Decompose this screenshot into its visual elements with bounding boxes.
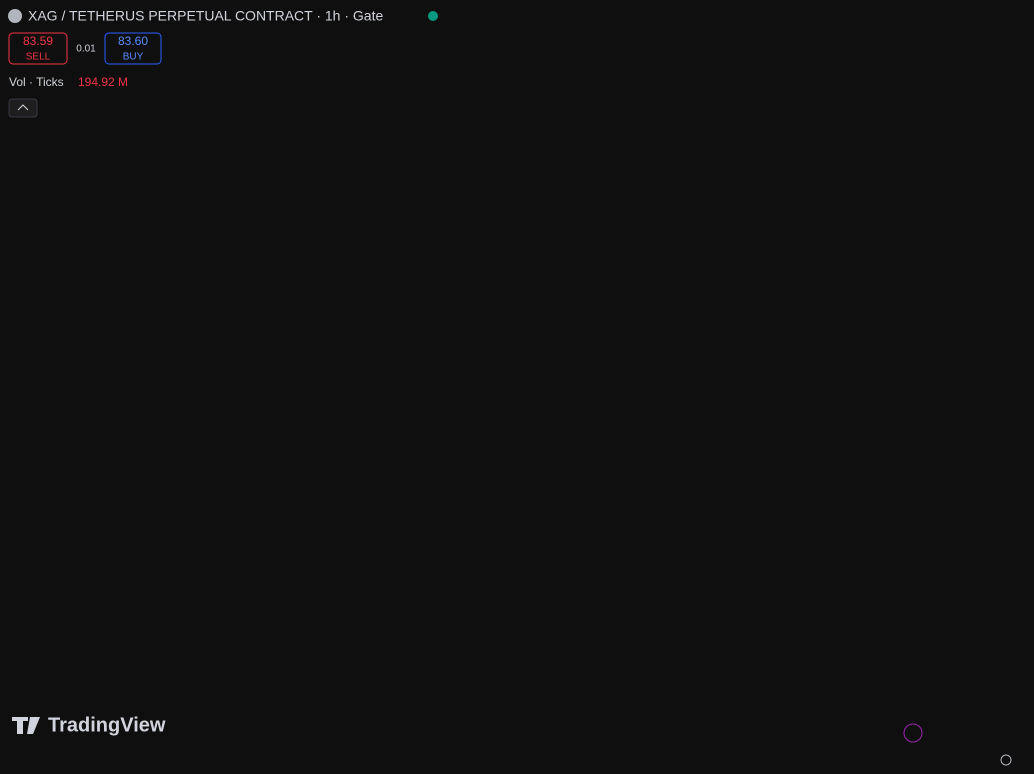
buy-label[interactable]: BUY: [123, 52, 144, 63]
time-axis: [0, 748, 1034, 774]
brand-logo: [12, 717, 40, 734]
sell-label[interactable]: SELL: [26, 52, 51, 63]
lightning-button[interactable]: [903, 723, 923, 743]
volume-total: 194.92 M: [78, 75, 128, 89]
sell-button[interactable]: [8, 32, 68, 65]
buy-button[interactable]: [104, 32, 162, 65]
symbol-title[interactable]: XAG / TETHERUS PERPETUAL CONTRACT · 1h ·…: [28, 8, 383, 24]
sell-price[interactable]: 83.59: [23, 34, 53, 48]
collapse-button[interactable]: [8, 98, 38, 118]
settings-button[interactable]: [1000, 754, 1012, 766]
buy-price[interactable]: 83.60: [118, 34, 148, 48]
price-axis: [975, 0, 1034, 774]
status-dot: [428, 11, 438, 21]
brand: TradingView: [48, 714, 166, 736]
spread: 0.01: [76, 44, 96, 55]
symbol-icon: [8, 9, 22, 23]
volume-title: Vol · Ticks: [9, 75, 64, 89]
collapse-icon: [17, 104, 29, 111]
